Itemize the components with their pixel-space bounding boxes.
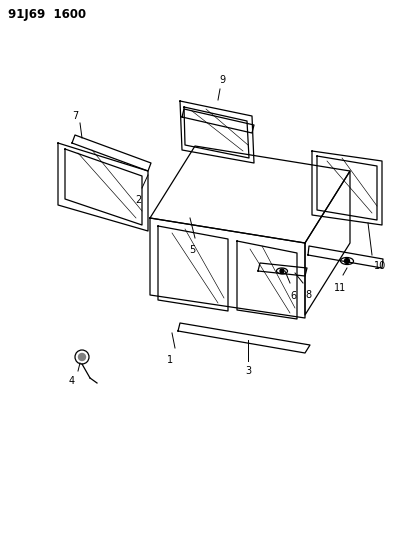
Text: 7: 7	[72, 111, 78, 121]
Text: 11: 11	[334, 283, 346, 293]
Text: 2: 2	[135, 195, 141, 205]
Text: 9: 9	[219, 75, 225, 85]
Text: 1: 1	[167, 355, 173, 365]
Ellipse shape	[341, 257, 353, 264]
Text: 4: 4	[69, 376, 75, 386]
Circle shape	[280, 269, 284, 273]
Text: 8: 8	[305, 290, 311, 300]
Circle shape	[78, 353, 86, 360]
Text: 6: 6	[290, 291, 296, 301]
Text: 3: 3	[245, 366, 251, 376]
Circle shape	[345, 259, 349, 263]
Circle shape	[75, 350, 89, 364]
Text: 5: 5	[189, 245, 195, 255]
Ellipse shape	[277, 268, 287, 274]
Text: 10: 10	[374, 261, 386, 271]
Text: 91J69  1600: 91J69 1600	[8, 8, 86, 21]
